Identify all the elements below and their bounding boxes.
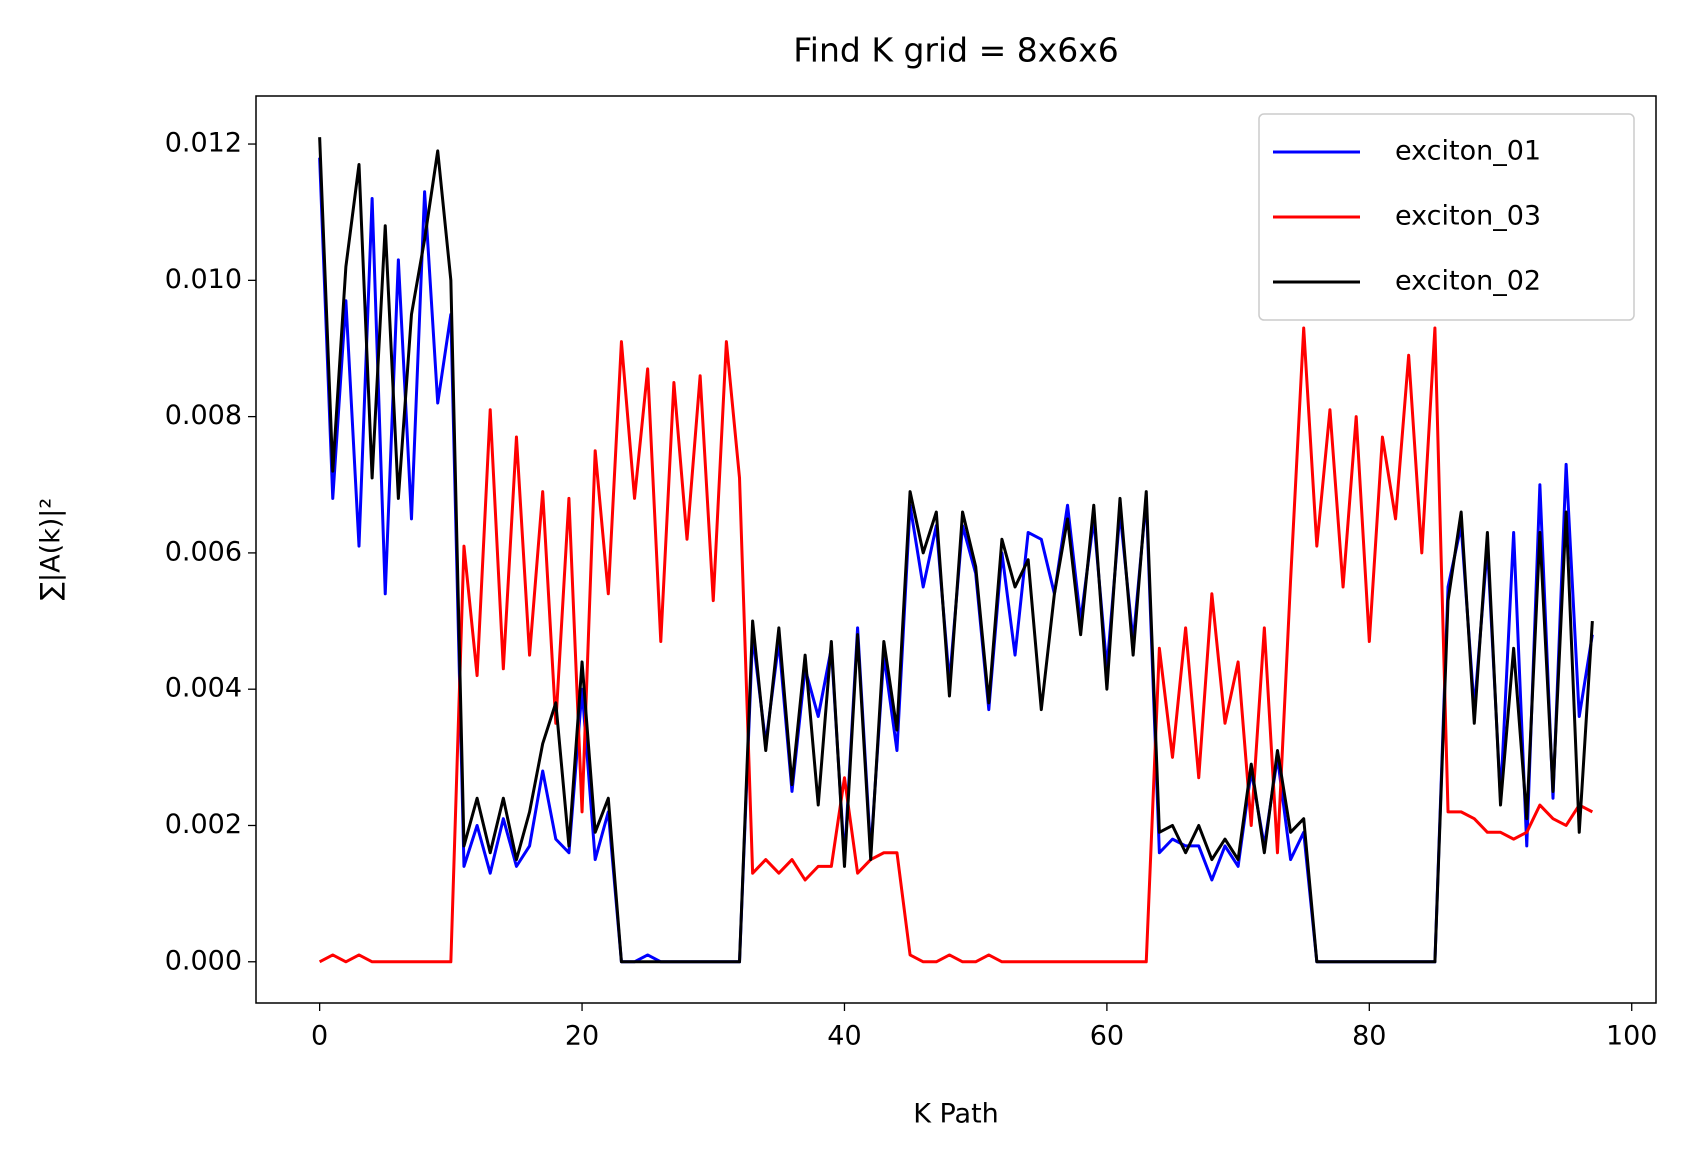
series-line [318, 326, 1594, 964]
x-tick-label: 100 [1606, 1021, 1658, 1052]
legend-label: exciton_01 [1395, 136, 1541, 167]
plot-frame [255, 95, 1657, 1004]
legend-label: exciton_02 [1395, 266, 1541, 297]
x-tick-label: 80 [1352, 1021, 1386, 1052]
series-line [318, 137, 1594, 964]
legend-label: exciton_03 [1395, 201, 1541, 232]
y-tick-label: 0.004 [165, 673, 242, 704]
y-tick-label: 0.012 [165, 128, 242, 159]
y-axis-label: ∑|A(k)|² [36, 498, 67, 600]
x-tick-label: 20 [565, 1021, 599, 1052]
y-tick-label: 0.008 [165, 400, 242, 431]
x-tick-label: 0 [311, 1021, 328, 1052]
chart-title: Find K grid = 8x6x6 [793, 31, 1119, 70]
y-tick-label: 0.010 [165, 264, 242, 295]
y-tick-label: 0.006 [165, 536, 242, 567]
y-tick-label: 0.002 [165, 809, 242, 840]
legend: exciton_01 exciton_03 exciton_02 [1258, 113, 1635, 321]
legend-box [1258, 113, 1635, 321]
x-axis-label: K Path [913, 1099, 999, 1130]
y-tick-label: 0.000 [165, 945, 242, 976]
x-tick-label: 40 [827, 1021, 861, 1052]
x-tick-label: 60 [1090, 1021, 1124, 1052]
